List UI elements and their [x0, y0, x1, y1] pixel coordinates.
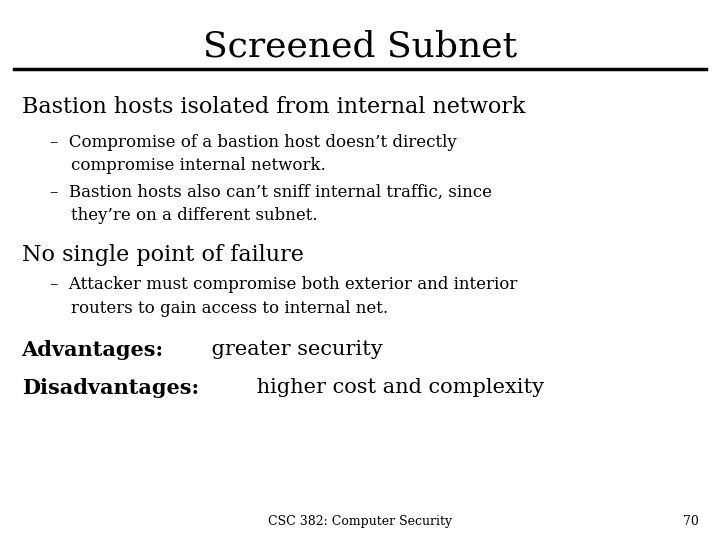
- Text: higher cost and complexity: higher cost and complexity: [250, 378, 544, 397]
- Text: greater security: greater security: [205, 340, 383, 359]
- Text: –  Compromise of a bastion host doesn’t directly
    compromise internal network: – Compromise of a bastion host doesn’t d…: [50, 134, 457, 174]
- Text: Screened Subnet: Screened Subnet: [203, 30, 517, 64]
- Text: Bastion hosts isolated from internal network: Bastion hosts isolated from internal net…: [22, 96, 525, 118]
- Text: –  Attacker must compromise both exterior and interior
    routers to gain acces: – Attacker must compromise both exterior…: [50, 276, 518, 317]
- Text: Disadvantages:: Disadvantages:: [22, 378, 199, 398]
- Text: No single point of failure: No single point of failure: [22, 244, 303, 266]
- Text: –  Bastion hosts also can’t sniff internal traffic, since
    they’re on a diffe: – Bastion hosts also can’t sniff interna…: [50, 184, 492, 224]
- Text: CSC 382: Computer Security: CSC 382: Computer Security: [268, 515, 452, 528]
- Text: Advantages:: Advantages:: [22, 340, 163, 360]
- Text: 70: 70: [683, 515, 698, 528]
